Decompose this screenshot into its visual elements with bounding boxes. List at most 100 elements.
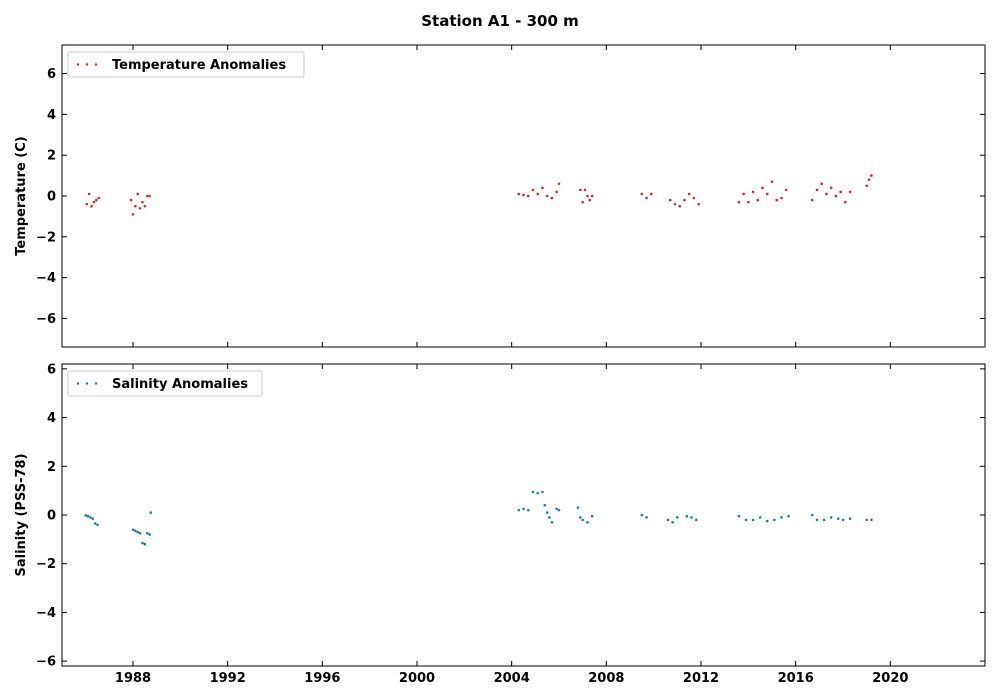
temperature-data-point	[848, 190, 852, 194]
temperature-data-point	[780, 196, 783, 200]
salinity-data-point	[671, 521, 674, 524]
salinity-legend-marker	[85, 382, 89, 385]
salinity-data-point	[579, 516, 582, 519]
salinity-legend-marker	[76, 382, 80, 385]
salinity-data-point	[541, 490, 544, 494]
temperature-panel: Temperature (C) −6 −4 −2 0 2 4 6 Temperature A…	[14, 44, 986, 348]
salinity-data-point	[870, 518, 873, 522]
temperature-data-point	[756, 198, 760, 202]
temperature-data-point	[737, 200, 741, 204]
temperature-data-point	[668, 198, 672, 202]
salinity-data-point	[829, 516, 833, 519]
temperature-data-point	[650, 192, 653, 196]
salinity-data-point	[758, 516, 762, 519]
temperature-data-point	[97, 196, 100, 200]
salinity-data-point	[531, 490, 535, 494]
salinity-plot-frame	[61, 363, 986, 667]
temperature-data-point	[583, 188, 587, 192]
salinity-x-ticks: 1988 1992 1996 2000 2004 2008 2012 2016 2020	[115, 364, 908, 686]
temperature-data-point	[865, 184, 868, 188]
salinity-legend: Salinity Anomalies	[67, 370, 263, 397]
temperature-data-point	[588, 198, 592, 202]
salinity-data-point	[590, 514, 594, 518]
temperature-data-point	[747, 200, 750, 204]
salinity-data-point	[581, 518, 584, 522]
temperature-data-point	[640, 192, 644, 196]
temperature-y-tick-label: −2	[36, 230, 56, 245]
salinity-data-point	[536, 491, 539, 495]
salinity-y-tick-label: −4	[36, 606, 56, 621]
temperature-data-point	[697, 202, 700, 206]
salinity-data-point	[737, 514, 741, 518]
salinity-x-tick-label: 2016	[778, 671, 814, 686]
temperature-points	[85, 174, 873, 216]
salinity-legend-marker	[94, 382, 98, 385]
salinity-data-point	[145, 531, 149, 535]
salinity-data-point	[86, 514, 90, 518]
temperature-data-point	[829, 186, 833, 190]
salinity-data-point	[141, 541, 144, 545]
temperature-data-point	[678, 204, 681, 208]
salinity-data-point	[550, 521, 554, 524]
temperature-data-point	[92, 200, 96, 204]
salinity-data-point	[517, 508, 521, 512]
salinity-data-point	[694, 518, 698, 522]
temperature-y-tick-label: 4	[47, 108, 56, 123]
temperature-data-point	[683, 198, 686, 202]
temperature-y-tick-label: 0	[47, 190, 56, 205]
salinity-y-axis-label: Salinity (PSS-78)	[14, 453, 29, 576]
temperature-data-point	[545, 194, 549, 198]
temperature-data-point	[692, 196, 696, 200]
salinity-data-point	[676, 516, 679, 519]
temperature-legend-marker	[76, 63, 80, 66]
temperature-legend-marker	[85, 63, 89, 66]
temperature-y-tick-label: −6	[36, 312, 56, 327]
salinity-legend-label: Salinity Anomalies	[112, 377, 248, 392]
temperature-y-ticks: −6 −4 −2 0 2 4 6	[36, 67, 985, 327]
figure-title: Station A1 - 300 m	[421, 12, 579, 30]
salinity-data-point	[576, 506, 580, 509]
temperature-data-point	[522, 193, 525, 197]
temperature-data-point	[590, 194, 594, 198]
salinity-x-tick-label: 2020	[872, 671, 908, 686]
temperature-legend-label: Temperature Anomalies	[112, 58, 286, 73]
temperature-y-tick-label: −4	[36, 271, 56, 286]
salinity-data-point	[815, 518, 819, 522]
temperature-data-point	[557, 182, 561, 186]
salinity-legend-box	[67, 370, 263, 397]
salinity-data-point	[91, 517, 95, 520]
salinity-y-tick-label: 6	[47, 362, 56, 377]
salinity-data-point	[848, 517, 852, 520]
temperature-data-point	[141, 200, 144, 204]
salinity-data-point	[640, 513, 644, 517]
temperature-y-tick-label: 6	[47, 67, 56, 82]
temperature-data-point	[531, 188, 535, 192]
salinity-y-tick-label: −2	[36, 557, 56, 572]
temperature-data-point	[138, 206, 142, 210]
salinity-data-point	[555, 507, 558, 511]
temperature-data-point	[148, 194, 151, 198]
temperature-data-point	[95, 198, 98, 202]
salinity-x-tick-label: 2004	[494, 671, 530, 686]
temperature-data-point	[586, 194, 589, 198]
salinity-data-point	[865, 518, 868, 522]
temperature-data-point	[541, 186, 544, 190]
temperature-data-point	[765, 192, 769, 196]
salinity-panel: Salinity (PSS-78) 1988 1992 1996 2000 2004 20…	[14, 362, 986, 686]
temperature-data-point	[834, 194, 838, 198]
temperature-data-point	[87, 192, 91, 196]
temperature-legend-marker	[94, 63, 98, 66]
temperature-data-point	[143, 204, 147, 208]
temperature-data-point	[536, 192, 539, 196]
salinity-data-point	[96, 523, 99, 527]
salinity-x-tick-label: 1996	[304, 671, 340, 686]
salinity-data-point	[685, 514, 689, 518]
salinity-data-point	[149, 511, 153, 514]
temperature-data-point	[555, 190, 558, 194]
salinity-data-point	[557, 508, 561, 512]
salinity-data-point	[143, 542, 147, 546]
temperature-data-point	[145, 194, 149, 198]
salinity-data-point	[765, 519, 769, 523]
salinity-y-tick-label: 0	[47, 509, 56, 524]
